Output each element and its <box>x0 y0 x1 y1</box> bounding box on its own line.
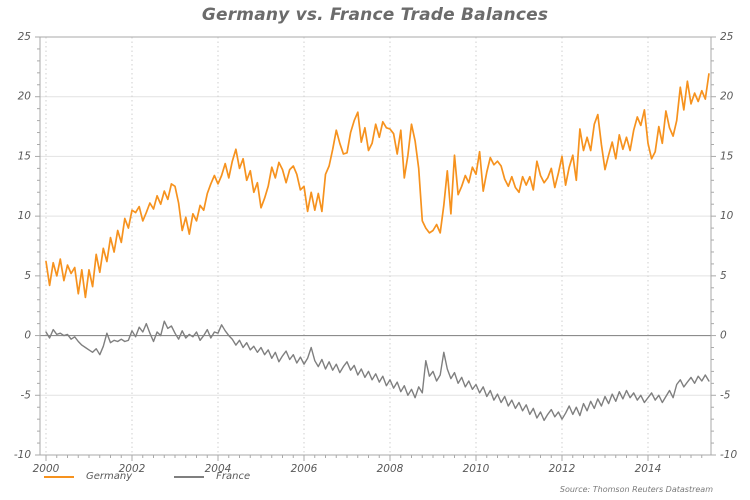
source-attribution: Source: Thomson Reuters Datastream <box>559 485 713 494</box>
svg-text:2008: 2008 <box>377 463 404 475</box>
legend-item-france: France <box>174 471 250 482</box>
svg-text:2012: 2012 <box>549 463 576 475</box>
svg-text:-10: -10 <box>14 449 31 461</box>
legend-item-germany: Germany <box>44 471 132 482</box>
chart-legend: Germany France <box>44 471 250 482</box>
svg-text:10: 10 <box>18 210 32 222</box>
svg-text:2004: 2004 <box>205 463 232 475</box>
svg-text:20: 20 <box>720 91 734 103</box>
svg-text:-10: -10 <box>720 449 737 461</box>
germany-line-swatch-icon <box>44 475 74 478</box>
svg-text:5: 5 <box>720 270 727 282</box>
svg-text:-5: -5 <box>21 389 32 401</box>
svg-text:25: 25 <box>720 31 734 43</box>
svg-text:0: 0 <box>720 330 727 342</box>
svg-text:5: 5 <box>24 270 31 282</box>
france-line-swatch-icon <box>174 475 205 478</box>
svg-text:2000: 2000 <box>33 463 60 475</box>
svg-text:15: 15 <box>720 150 734 162</box>
legend-label-germany: Germany <box>86 471 133 482</box>
svg-text:15: 15 <box>18 150 32 162</box>
legend-label-france: France <box>216 471 251 482</box>
svg-text:-5: -5 <box>720 389 731 401</box>
svg-text:0: 0 <box>24 330 31 342</box>
svg-text:2002: 2002 <box>119 463 146 475</box>
svg-text:2006: 2006 <box>291 463 318 475</box>
svg-text:2010: 2010 <box>463 463 490 475</box>
svg-text:10: 10 <box>720 210 734 222</box>
svg-text:25: 25 <box>18 31 32 43</box>
chart-title: Germany vs. France Trade Balances <box>201 5 549 25</box>
svg-text:20: 20 <box>18 91 32 103</box>
svg-text:2014: 2014 <box>635 463 662 475</box>
